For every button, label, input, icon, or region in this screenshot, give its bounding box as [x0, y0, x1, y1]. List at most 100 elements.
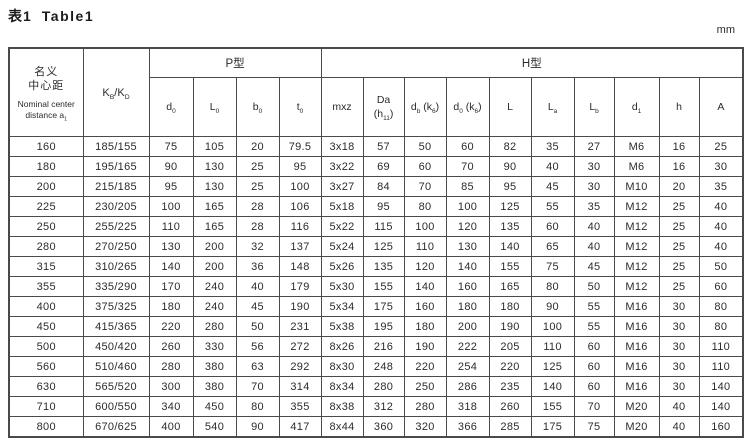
table-cell: 355 — [278, 396, 322, 417]
table-cell: 200 — [192, 236, 237, 257]
table-cell: 30 — [658, 316, 700, 337]
table-cell: 35 — [530, 136, 575, 157]
subheader-row: d0 L0 b0 t0 mxz Da (h11) db (k6) d0 (k6) L La Lb d1 h… — [9, 77, 744, 137]
table-cell: 50 — [235, 316, 280, 337]
table-cell: 248 — [362, 356, 405, 377]
table-cell: 5x30 — [320, 276, 364, 297]
table-cell: 40 — [698, 196, 744, 217]
table-cell: 270/250 — [82, 236, 150, 257]
table-cell: 400 — [8, 296, 84, 317]
table-cell: 30 — [573, 156, 615, 177]
table-cell: 25 — [658, 256, 700, 277]
table-cell: 190 — [488, 316, 532, 337]
table-cell: 16 — [658, 136, 700, 157]
column-header-12: h — [658, 77, 700, 137]
table-cell: 175 — [362, 296, 405, 317]
column-header-1: L0 — [192, 77, 237, 137]
table-cell: 45 — [573, 256, 615, 277]
table-cell: 190 — [403, 336, 447, 357]
table-cell: 55 — [573, 296, 615, 317]
table-cell: 8x38 — [320, 396, 364, 417]
table-cell: 165 — [488, 276, 532, 297]
table-row: 315 310/265 140 200 36 148 5x26 135 120 140 155 75 4… — [8, 256, 744, 277]
table-cell: 560 — [8, 356, 84, 377]
table-cell: 125 — [530, 356, 575, 377]
table-cell: 450 — [192, 396, 237, 417]
column-header-4: mxz — [320, 77, 364, 137]
table-cell: 57 — [362, 136, 405, 157]
column-header-6: db (k6) — [403, 77, 447, 137]
table-row: 500 450/420 260 330 56 272 8x26 216 190 222 205 110… — [8, 336, 744, 357]
table-cell: 30 — [658, 376, 700, 397]
column-header-2: b0 — [235, 77, 280, 137]
table-cell: 25 — [658, 276, 700, 297]
table-cell: 140 — [530, 376, 575, 397]
unit-label: mm — [716, 24, 735, 36]
table-cell: 366 — [445, 416, 490, 438]
table-cell: 56 — [235, 336, 280, 357]
page-title-en: Table1 — [41, 8, 95, 24]
table-cell: M16 — [613, 356, 660, 377]
nominal-header-zh-line1: 名义 — [34, 65, 59, 78]
table-row: 450 415/365 220 280 50 231 5x38 195 180 200 190 100… — [8, 316, 744, 337]
table-cell: 60 — [573, 356, 615, 377]
table-cell: 3x18 — [320, 136, 364, 157]
table-cell: 400 — [148, 416, 194, 438]
table-row: 225 230/205 100 165 28 106 5x18 95 80 100 125 55 35 M… — [8, 196, 744, 217]
table-cell: 35 — [573, 196, 615, 217]
table-cell: 272 — [278, 336, 322, 357]
table-cell: 5x22 — [320, 216, 364, 237]
table-cell: 27 — [573, 136, 615, 157]
table-cell: 180 — [488, 296, 532, 317]
table-cell: 200 — [8, 176, 84, 197]
table-cell: 260 — [488, 396, 532, 417]
table-cell: 115 — [362, 216, 405, 237]
group-header-h-type: H型 — [320, 47, 744, 78]
table-cell: 40 — [698, 236, 744, 257]
table-cell: 231 — [278, 316, 322, 337]
table-cell: 280 — [362, 376, 405, 397]
table-cell: 28 — [235, 196, 280, 217]
table-cell: 5x38 — [320, 316, 364, 337]
table-cell: 280 — [8, 236, 84, 257]
table-cell: 80 — [530, 276, 575, 297]
table-cell: 25 — [658, 236, 700, 257]
table-cell: 95 — [488, 176, 532, 197]
table-cell: 450/420 — [82, 336, 150, 357]
table-cell: 200 — [445, 316, 490, 337]
table-cell: 60 — [403, 156, 447, 177]
table-cell: 70 — [403, 176, 447, 197]
table-cell: 85 — [445, 176, 490, 197]
table-cell: 3x27 — [320, 176, 364, 197]
table-cell: 340 — [148, 396, 194, 417]
column-header-5: Da (h11) — [362, 77, 405, 137]
table-cell: 80 — [403, 196, 447, 217]
page-title: 表1 Table1 — [8, 6, 94, 26]
table-cell: 314 — [278, 376, 322, 397]
table-cell: 60 — [530, 216, 575, 237]
table-cell: 320 — [403, 416, 447, 438]
table-cell: 40 — [573, 216, 615, 237]
table-cell: 310/265 — [82, 256, 150, 277]
table-cell: 600/550 — [82, 396, 150, 417]
group-header-row: 名义 中心距 Nominal center distance a1 KB/KD … — [8, 47, 744, 137]
table-cell: 375/325 — [82, 296, 150, 317]
table-cell: 215/185 — [82, 176, 150, 197]
table-cell: 75 — [148, 136, 194, 157]
table-cell: 260 — [148, 336, 194, 357]
table-cell: M6 — [613, 136, 660, 157]
nominal-header-en-line1: Nominal center — [17, 99, 75, 110]
column-header-0: d0 — [148, 77, 194, 137]
table-cell: 60 — [573, 336, 615, 357]
table-cell: 140 — [698, 376, 744, 397]
table-cell: 25 — [658, 216, 700, 237]
table-body: 160 185/155 75 105 20 79.5 3x18 57 50 60 82 35 27 M6 1… — [8, 136, 744, 438]
table-cell: 230/205 — [82, 196, 150, 217]
table-cell: 205 — [488, 336, 532, 357]
table-cell: 670/625 — [82, 416, 150, 438]
table-cell: 105 — [192, 136, 237, 157]
table-cell: 417 — [278, 416, 322, 438]
table-cell: 90 — [148, 156, 194, 177]
table-cell: 95 — [148, 176, 194, 197]
table-cell: M12 — [613, 236, 660, 257]
